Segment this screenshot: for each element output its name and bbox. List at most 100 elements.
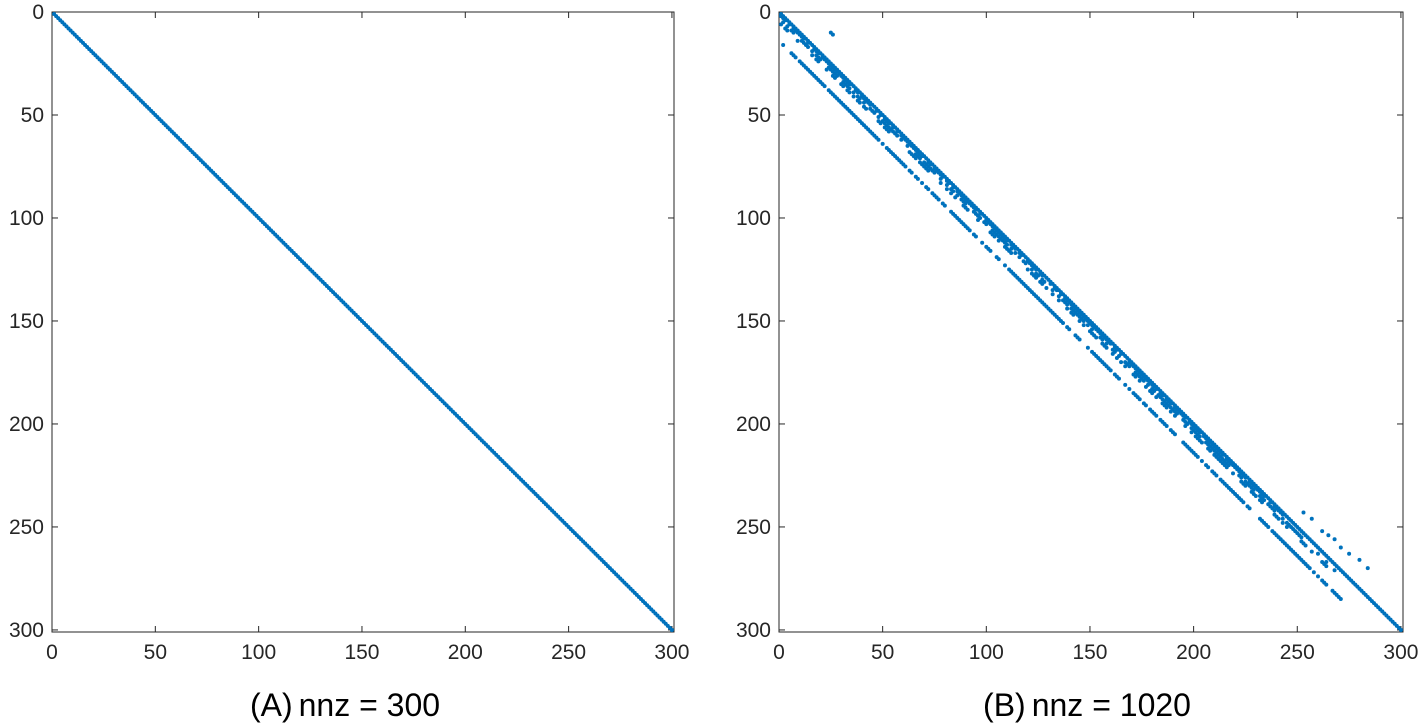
- nonzero-point-band-3: [1243, 483, 1248, 488]
- nonzero-point-band-3: [1199, 440, 1204, 445]
- nonzero-point-extra: [1324, 559, 1329, 564]
- nonzero-point-band-4: [1241, 500, 1246, 505]
- nonzero-point-band-1: [868, 102, 873, 107]
- nonzero-point-band-4: [822, 84, 827, 89]
- nonzero-point-band-3: [1284, 524, 1289, 529]
- x-tick-label: 100: [241, 641, 276, 664]
- nonzero-point-extra: [1347, 551, 1352, 556]
- nonzero-point-band-2: [1100, 337, 1105, 342]
- nonzero-point-band-4: [1077, 337, 1082, 342]
- nonzero-point-band-4: [936, 197, 941, 202]
- nonzero-point-band-4: [920, 180, 925, 185]
- nonzero-point-band-2: [938, 176, 943, 181]
- nonzero-point-band-3: [1150, 391, 1155, 396]
- nonzero-point-band-3: [938, 180, 943, 185]
- nonzero-point-band-3: [857, 100, 862, 105]
- nonzero-point-band-3: [1009, 250, 1014, 255]
- nonzero-point-band-3: [1260, 500, 1265, 505]
- nonzero-point-band-4: [880, 141, 885, 146]
- nonzero-point-band-3: [1071, 312, 1076, 317]
- nonzero-point-band-3: [779, 22, 784, 27]
- nonzero-point-band-4: [1316, 574, 1321, 579]
- nonzero-point-band-3: [816, 59, 821, 64]
- x-tick-label: 0: [46, 641, 58, 664]
- nonzero-point-band-4: [1195, 454, 1200, 459]
- nonzero-point-band-4: [1085, 345, 1090, 350]
- nonzero-point-band-3: [824, 67, 829, 72]
- nonzero-point-band-3: [1104, 345, 1109, 350]
- nonzero-point-band-4: [1199, 459, 1204, 464]
- nonzero-point-band-1: [1040, 273, 1045, 278]
- nonzero-point-band-1: [1048, 281, 1053, 286]
- nonzero-point-band-1: [1243, 475, 1248, 480]
- nonzero-point-band-2: [806, 45, 811, 50]
- nonzero-point-band-1: [1280, 512, 1285, 517]
- nonzero-point-band-3: [847, 90, 852, 95]
- nonzero-point-band-3: [1143, 384, 1148, 389]
- nonzero-point-band-2: [876, 115, 881, 120]
- nonzero-point-band-4: [915, 176, 920, 181]
- nonzero-point-band-4: [1002, 263, 1007, 268]
- y-tick-label: 100: [9, 207, 44, 230]
- nonzero-point-band-4: [1324, 582, 1329, 587]
- nonzero-point-band-3: [1189, 430, 1194, 435]
- nonzero-point-band-4: [980, 240, 985, 245]
- nonzero-point-band-4: [973, 234, 978, 239]
- nonzero-point-band-3: [864, 106, 869, 111]
- nonzero-point-band-4: [942, 203, 947, 208]
- nonzero-point-band-2: [851, 90, 856, 95]
- y-tick-label: 100: [736, 207, 771, 230]
- nonzero-point-extra: [1316, 551, 1321, 556]
- x-axis-label: nnz = 1020: [1032, 687, 1191, 723]
- panel-tag: (A): [250, 687, 293, 723]
- nonzero-point-band-1: [1108, 341, 1113, 346]
- nonzero-point-band-2: [932, 170, 937, 175]
- nonzero-point-band-3: [1137, 378, 1142, 383]
- nonzero-point-band-3: [1077, 318, 1082, 323]
- y-tick-label: 300: [9, 619, 44, 642]
- nonzero-point-band-3: [953, 195, 958, 200]
- nonzero-point-band-2: [872, 110, 877, 115]
- nonzero-point-band-4: [926, 187, 931, 192]
- nonzero-point-band-1: [1034, 267, 1039, 272]
- nonzero-point-band-1: [1054, 288, 1059, 293]
- x-tick-label: 150: [344, 641, 379, 664]
- nonzero-point-band-2: [1085, 323, 1090, 328]
- nonzero-point-band-3: [1050, 292, 1055, 297]
- y-tick-label: 0: [759, 1, 771, 24]
- y-tick-label: 150: [736, 310, 771, 333]
- nonzero-point-extra: [1332, 537, 1337, 542]
- y-tick-label: 250: [736, 516, 771, 539]
- nonzero-point-band-2: [1272, 508, 1277, 513]
- nonzero-point-extra: [1303, 543, 1308, 548]
- nonzero-point-band-3: [1324, 564, 1329, 569]
- nonzero-point-band-2: [810, 49, 815, 54]
- nonzero-point-extra: [1301, 510, 1306, 515]
- x-tick-label: 200: [1176, 641, 1211, 664]
- nonzero-point-band-2: [1127, 364, 1132, 369]
- nonzero-point-band-3: [886, 129, 891, 134]
- x-tick-label: 300: [654, 641, 689, 664]
- nonzero-point-band-3: [1208, 448, 1213, 453]
- nonzero-point-band-3: [944, 187, 949, 192]
- nonzero-point-band-3: [926, 168, 931, 173]
- nonzero-point-band-4: [1247, 506, 1252, 511]
- nonzero-point-band-3: [965, 207, 970, 212]
- nonzero-point-extra: [830, 32, 835, 37]
- nonzero-point-band-4: [781, 42, 786, 47]
- nonzero-point-band-3: [1276, 516, 1281, 521]
- nonzero-point-band-3: [832, 75, 837, 80]
- nonzero-point-band-3: [976, 218, 981, 223]
- nonzero-point-band-1: [1013, 246, 1018, 251]
- nonzero-point-band-2: [1081, 318, 1086, 323]
- nonzero-point-extra: [1338, 545, 1343, 550]
- nonzero-point-band-2: [984, 222, 989, 227]
- nonzero-point-band-4: [1307, 566, 1312, 571]
- nonzero-point-band-4: [1311, 570, 1316, 575]
- nonzero-point-band-0: [669, 627, 674, 632]
- nonzero-point-band-4: [1214, 473, 1219, 478]
- nonzero-point-band-3: [1224, 465, 1229, 470]
- nonzero-point-band-3: [1056, 298, 1061, 303]
- nonzero-point-band-3: [1231, 471, 1236, 476]
